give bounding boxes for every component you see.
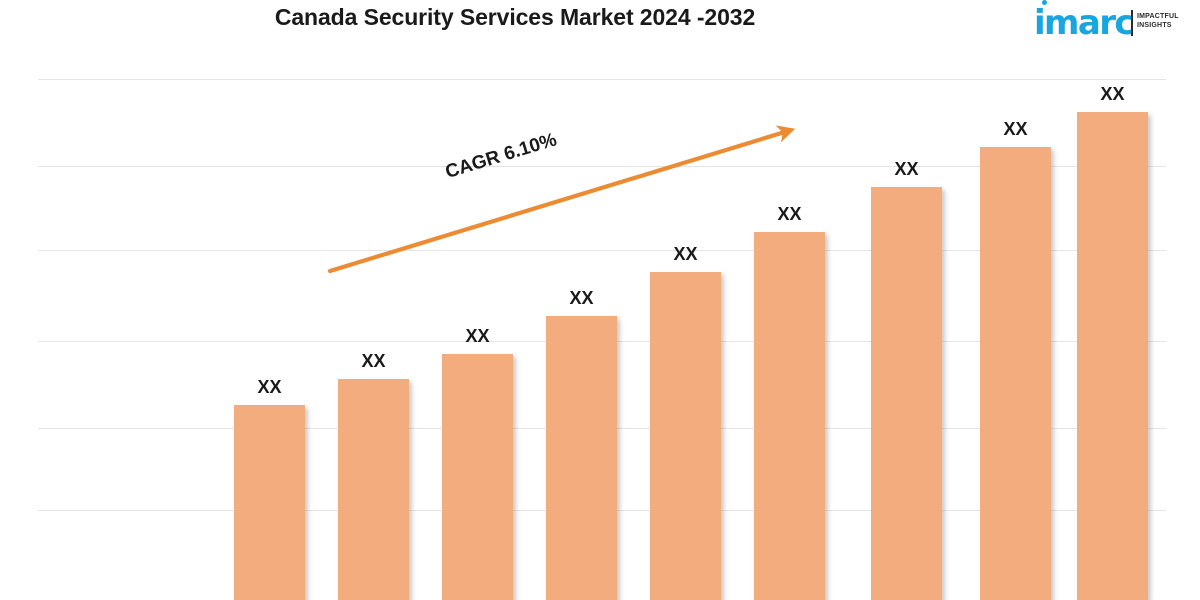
bar-4[interactable] <box>546 316 617 600</box>
bar-7[interactable] <box>871 187 942 600</box>
bar-2[interactable] <box>338 379 409 600</box>
bar-5[interactable] <box>650 272 721 600</box>
bar-1[interactable] <box>234 405 305 600</box>
logo-tagline: IMPACTFUL INSIGHTS <box>1137 12 1189 30</box>
bar-value-label-4: XX <box>569 288 594 308</box>
imarc-logo: imarc IMPACTFUL INSIGHTS <box>1022 0 1192 50</box>
bar-8[interactable] <box>980 147 1051 600</box>
logo-tagline-line2: INSIGHTS <box>1137 22 1172 29</box>
bar-value-label-2: XX <box>361 351 386 371</box>
page-title: Canada Security Services Market 2024 -20… <box>274 4 756 30</box>
bar-value-label-9: XX <box>1100 84 1125 104</box>
bar-9[interactable] <box>1077 112 1148 600</box>
logo-tagline-line1: IMPACTFUL <box>1137 13 1179 20</box>
logo-wordmark: imarc <box>1034 3 1135 43</box>
bar-3[interactable] <box>442 354 513 600</box>
gridline-0 <box>38 79 1166 80</box>
bar-value-label-7: XX <box>894 159 919 179</box>
bar-6[interactable] <box>754 232 825 600</box>
bar-value-label-6: XX <box>777 204 802 224</box>
bar-value-label-8: XX <box>1003 119 1028 139</box>
logo-divider-icon <box>1131 10 1133 36</box>
logo-dot-icon <box>1042 0 1047 5</box>
bar-value-label-5: XX <box>673 244 698 264</box>
bar-value-label-1: XX <box>257 377 282 397</box>
bar-value-label-3: XX <box>465 326 490 346</box>
